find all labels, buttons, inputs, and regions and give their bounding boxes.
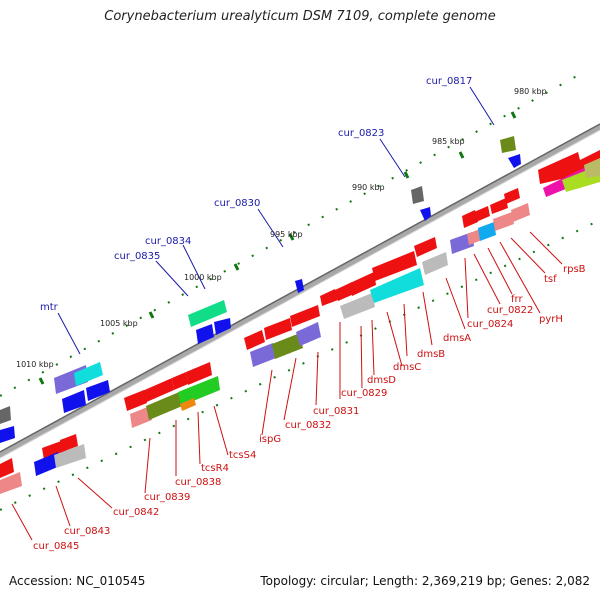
gene-label: cur_0839 xyxy=(144,492,190,503)
gene-label: cur_0835 xyxy=(114,251,160,262)
gene-label: cur_0842 xyxy=(113,507,159,518)
gene-label: tsf xyxy=(544,274,557,285)
gene-label: cur_0824 xyxy=(467,319,513,330)
scale-label: 1010 kbp xyxy=(16,360,54,369)
topology-text: Topology: circular; Length: 2,369,219 bp… xyxy=(260,574,590,588)
gene-label: cur_0823 xyxy=(338,128,384,139)
scale-label: 980 kbp xyxy=(514,87,547,96)
top-label-leaders xyxy=(57,86,495,355)
gene-label: ispG xyxy=(259,434,281,445)
gene-label: rpsB xyxy=(563,264,586,275)
gene-label: dmsD xyxy=(367,375,396,386)
map-title: Corynebacterium urealyticum DSM 7109, co… xyxy=(104,9,496,24)
gene-label: dmsA xyxy=(443,333,471,344)
gene-label: mtr xyxy=(40,302,59,313)
scale-label: 995 kbp xyxy=(270,230,303,239)
gene-label: pyrH xyxy=(539,314,563,325)
inner-dotted-ring xyxy=(0,219,600,511)
gene-label: cur_0843 xyxy=(64,526,110,537)
gene-label: cur_0830 xyxy=(214,198,260,209)
top-gene-labels: cur_0817 cur_0823 cur_0830 cur_0834 cur_… xyxy=(40,76,472,313)
bottom-gene-labels: rpsB tsf pyrH frr cur_0822 cur_0824 dmsA… xyxy=(33,264,586,552)
scale-label: 1000 kbp xyxy=(184,273,222,282)
bottom-forward-features xyxy=(0,150,600,494)
major-ticks xyxy=(38,111,517,385)
accession-text: Accession: NC_010545 xyxy=(9,574,146,588)
scale-label: 1005 kbp xyxy=(100,319,138,328)
scale-labels: 980 kbp 985 kbp 990 kbp 995 kbp 1000 kbp… xyxy=(16,87,547,369)
gene-label: cur_0832 xyxy=(285,420,331,431)
gene-label: dmsB xyxy=(417,349,445,360)
gene-label: cur_0829 xyxy=(341,388,387,399)
scale-label: 985 kbp xyxy=(432,137,465,146)
gene-label: tcsS4 xyxy=(229,450,256,461)
gene-label: tcsR4 xyxy=(201,463,229,474)
top-reverse-features xyxy=(0,136,521,443)
bottom-label-leaders xyxy=(11,231,563,541)
gene-label: frr xyxy=(511,294,523,305)
gene-label: cur_0834 xyxy=(145,236,191,247)
gene-label: cur_0831 xyxy=(313,406,359,417)
gene-label: cur_0822 xyxy=(487,305,533,316)
gene-label: dmsC xyxy=(393,362,421,373)
gene-label: cur_0838 xyxy=(175,477,221,488)
gene-label: cur_0817 xyxy=(426,76,472,87)
scale-label: 990 kbp xyxy=(352,183,385,192)
gene-label: cur_0845 xyxy=(33,541,79,552)
